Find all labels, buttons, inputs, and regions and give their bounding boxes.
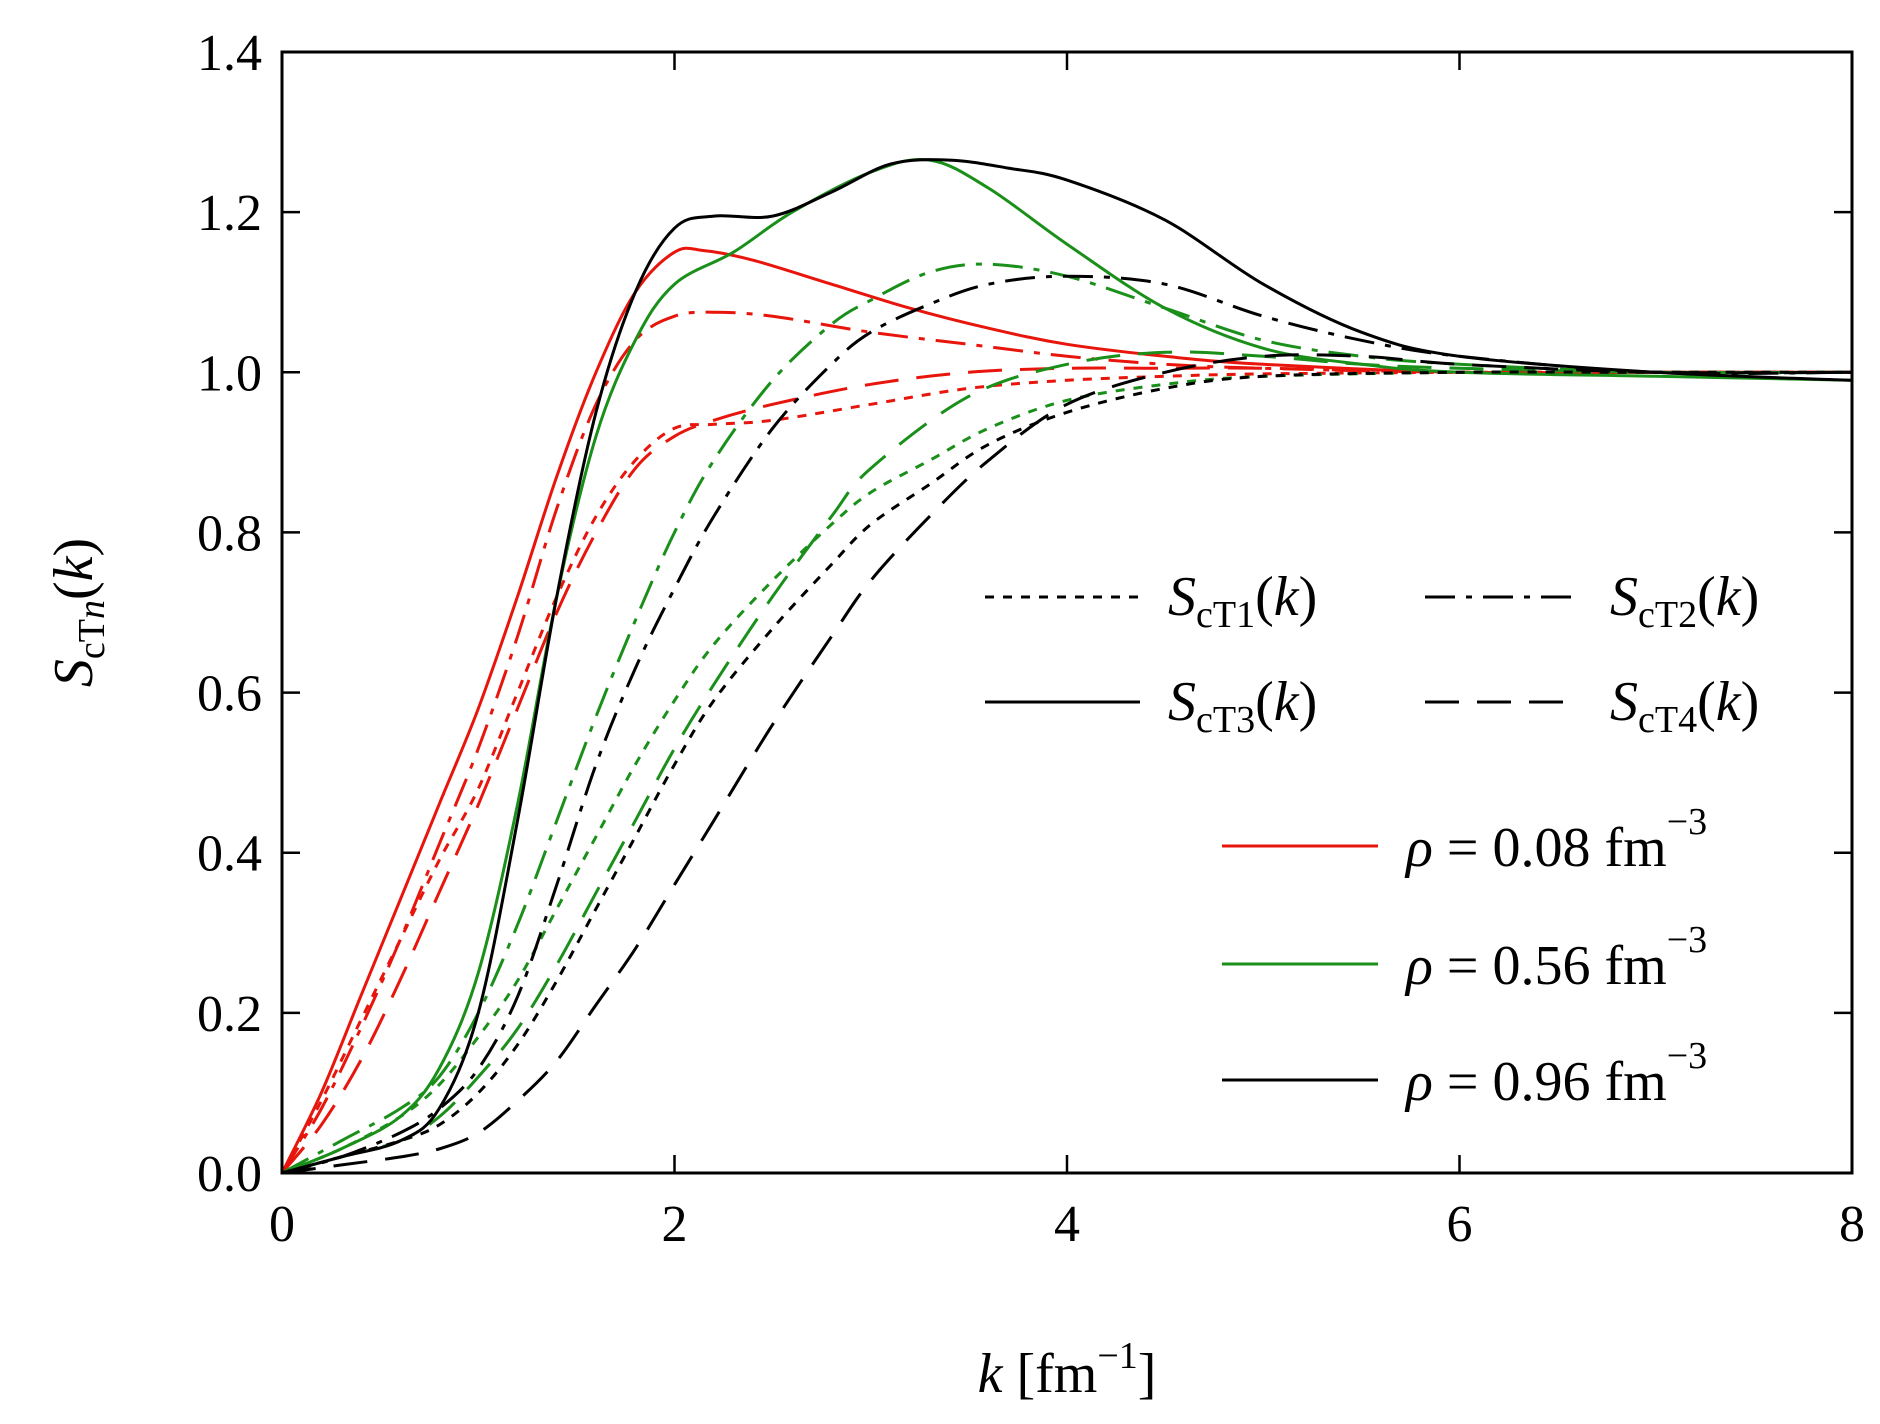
y-axis-sub-ital: n [71,600,113,619]
y-tick-label: 0.0 [197,1146,262,1203]
series-line-sct1-rho-0.08 [280,370,1852,1174]
x-tick-label: 6 [1447,1196,1473,1253]
y-axis-var: S [43,659,105,687]
series-line-sct1-rho-0.56 [281,370,1852,1175]
x-axis-unit-close: ] [1138,1343,1157,1405]
y-axis-sub: cT [71,619,113,659]
y-tick-label: 1.4 [197,25,262,82]
series-line-sct3-rho-0.96 [281,158,1853,1175]
plot-frame [280,50,1854,1175]
series-line-sct3-rho-0.08 [280,246,1852,1174]
x-axis-label: k [fm−1] [978,1335,1157,1405]
series-line-sct1-rho-0.96 [281,370,1852,1175]
legend-density-label: ρ = 0.08 fm−3 [1404,801,1707,879]
x-tick-label: 2 [662,1196,688,1253]
y-tick-label: 0.6 [197,666,262,723]
series-layer [280,157,1853,1175]
y-axis-open: ( [43,581,105,600]
series-line-sct2-rho-0.56 [281,262,1853,1175]
x-tick-label: 0 [269,1196,295,1253]
y-tick-label: 0.8 [197,505,262,562]
x-axis-unit-exp: −1 [1097,1335,1137,1377]
x-tick-label: 4 [1054,1196,1080,1253]
x-axis-unit: [fm [1016,1343,1097,1405]
y-axis-arg: k [43,555,105,581]
y-tick-label: 0.4 [197,826,262,883]
legend-style-label: ScT3(k) [1168,671,1317,741]
legend-style-label: ScT2(k) [1610,566,1759,636]
y-tick-label: 1.0 [197,345,262,402]
legend-style-label: ScT4(k) [1610,671,1759,741]
x-tick-label: 8 [1839,1196,1865,1253]
y-tick-label: 1.2 [197,185,262,242]
legend: ScT1(k) ScT2(k) ScT3(k) ScT4(k) ρ = 0.08 fm−… [985,566,1759,1113]
legend-style-label: ScT1(k) [1168,566,1317,636]
y-tick-label: 0.2 [197,986,262,1043]
series-line-sct4-rho-0.96 [281,353,1853,1175]
y-axis-label: ScTn(k) [43,538,113,687]
x-axis-var: k [978,1343,1004,1405]
series-line-sct2-rho-0.96 [281,274,1853,1175]
legend-density-label: ρ = 0.96 fm−3 [1404,1035,1707,1113]
tick-labels: 0 2 4 6 8 0.0 0.2 0.4 0.6 0.8 1.0 1.2 1.4 [197,25,1865,1253]
legend-density-label: ρ = 0.56 fm−3 [1404,919,1707,997]
series-line-sct4-rho-0.56 [281,350,1853,1175]
y-axis-close: ) [43,538,105,557]
